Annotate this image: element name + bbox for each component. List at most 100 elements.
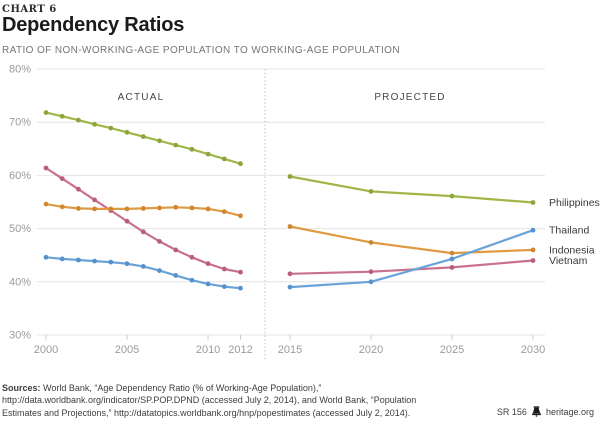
data-point-indonesia xyxy=(221,209,227,215)
data-point-indonesia xyxy=(108,206,114,212)
data-point-thailand xyxy=(140,264,146,269)
x-tick-label: 2020 xyxy=(359,344,383,356)
data-point-philippines xyxy=(124,129,130,135)
data-point-indonesia xyxy=(368,240,374,245)
report-id: SR 156 xyxy=(496,406,527,417)
data-point-philippines xyxy=(221,156,227,162)
data-point-vietnam xyxy=(59,176,65,182)
data-point-philippines xyxy=(449,193,455,199)
data-point-philippines xyxy=(530,200,536,205)
data-point-philippines xyxy=(76,117,81,123)
data-point-vietnam xyxy=(189,254,195,260)
data-point-indonesia xyxy=(238,213,243,219)
x-tick-label: 2012 xyxy=(228,344,252,356)
data-point-philippines xyxy=(59,113,65,119)
series-line-vietnam xyxy=(288,259,535,275)
x-tick-label: 2000 xyxy=(34,344,58,356)
y-tick-label: 80% xyxy=(9,64,31,76)
data-point-indonesia xyxy=(140,206,146,211)
data-point-philippines xyxy=(92,121,97,127)
data-point-thailand xyxy=(368,279,374,285)
data-point-thailand xyxy=(92,258,97,264)
x-tick-label: 2005 xyxy=(115,344,139,356)
data-point-vietnam xyxy=(368,269,374,275)
data-point-thailand xyxy=(530,227,536,233)
series-label-vietnam: Vietnam xyxy=(549,255,588,267)
data-point-philippines xyxy=(140,134,146,140)
series-label-thailand: Thailand xyxy=(549,225,589,237)
chart-subtitle: RATIO OF NON-WORKING-AGE POPULATION TO W… xyxy=(2,45,400,56)
data-point-thailand xyxy=(221,284,227,289)
y-tick-label: 30% xyxy=(9,330,31,342)
data-point-vietnam xyxy=(205,261,211,267)
y-tick-label: 60% xyxy=(9,170,31,182)
sources-line-2: http://data.worldbank.org/indicator/SP.P… xyxy=(2,395,417,406)
data-point-vietnam xyxy=(238,269,243,275)
chart-kicker: CHART 6 xyxy=(2,4,57,15)
data-point-philippines xyxy=(189,146,195,152)
data-point-vietnam xyxy=(157,239,162,244)
data-point-vietnam xyxy=(173,247,179,253)
data-point-philippines xyxy=(287,174,293,179)
data-point-indonesia xyxy=(189,205,195,211)
sources-line-3: Estimates and Projections,” http://datat… xyxy=(2,407,411,418)
data-point-vietnam xyxy=(124,218,130,224)
data-point-indonesia xyxy=(124,206,130,212)
series-line-vietnam xyxy=(44,166,242,274)
footer-branding: SR 156 heritage.org xyxy=(497,406,594,417)
series-line-thailand xyxy=(44,256,242,290)
data-point-thailand xyxy=(173,273,179,278)
x-tick-label: 2015 xyxy=(278,344,302,356)
data-point-philippines xyxy=(43,110,49,115)
data-point-indonesia xyxy=(92,206,97,212)
data-point-philippines xyxy=(108,125,114,131)
data-point-thailand xyxy=(124,261,130,267)
data-point-philippines xyxy=(238,161,243,167)
data-point-indonesia xyxy=(59,204,65,210)
data-point-vietnam xyxy=(43,165,49,171)
data-point-thailand xyxy=(449,256,455,262)
data-point-vietnam xyxy=(287,271,293,277)
series-line-philippines xyxy=(288,175,535,204)
data-point-indonesia xyxy=(43,201,49,207)
data-point-vietnam xyxy=(140,229,146,235)
data-point-thailand xyxy=(157,268,162,273)
y-tick-label: 70% xyxy=(9,117,31,129)
section-label: PROJECTED xyxy=(374,92,445,103)
data-point-vietnam xyxy=(530,258,536,263)
sources-note: Sources: World Bank, “Age Dependency Rat… xyxy=(2,382,416,419)
data-point-thailand xyxy=(76,257,81,263)
data-point-indonesia xyxy=(287,224,293,229)
series-label-philippines: Philippines xyxy=(549,197,600,209)
x-tick-label: 2030 xyxy=(521,344,545,356)
data-point-indonesia xyxy=(530,247,536,253)
data-point-thailand xyxy=(43,254,49,260)
data-point-indonesia xyxy=(157,205,162,211)
series-line-thailand xyxy=(288,229,535,289)
section-label: ACTUAL xyxy=(118,92,165,103)
heritage-bell-icon xyxy=(532,406,541,417)
data-point-vietnam xyxy=(76,186,81,192)
data-point-indonesia xyxy=(205,206,211,212)
data-point-thailand xyxy=(287,284,293,290)
series-label-indonesia: Indonesia xyxy=(549,244,595,256)
data-point-thailand xyxy=(189,277,195,283)
data-point-philippines xyxy=(368,189,374,194)
x-tick-label: 2025 xyxy=(440,344,464,356)
data-point-vietnam xyxy=(92,197,97,203)
data-point-thailand xyxy=(59,256,65,262)
data-point-indonesia xyxy=(173,204,179,210)
y-tick-label: 50% xyxy=(9,223,31,235)
data-point-vietnam xyxy=(449,265,455,270)
data-point-vietnam xyxy=(221,266,227,272)
data-point-indonesia xyxy=(449,250,455,256)
sources-label: Sources: xyxy=(2,383,41,393)
data-point-indonesia xyxy=(76,206,81,211)
page-title: Dependency Ratios xyxy=(2,14,185,36)
data-point-thailand xyxy=(205,281,211,287)
data-point-philippines xyxy=(205,151,211,157)
data-point-philippines xyxy=(157,138,162,144)
data-point-thailand xyxy=(108,259,114,265)
